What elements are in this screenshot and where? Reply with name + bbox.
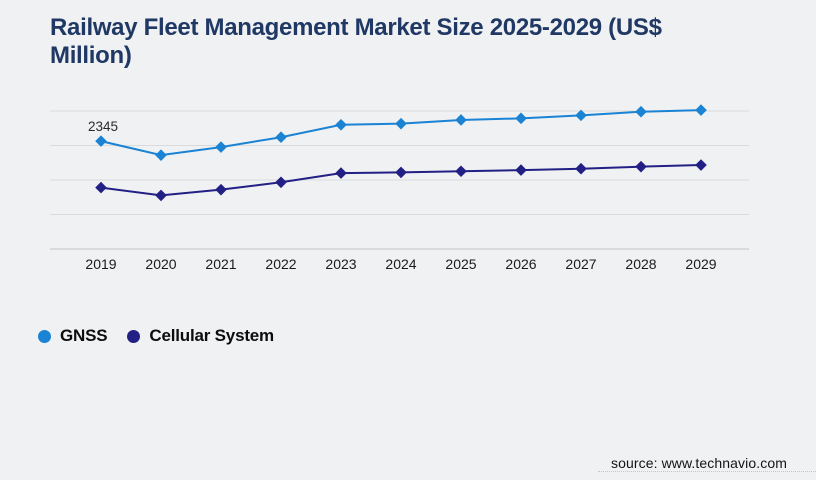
data-point	[635, 105, 647, 118]
data-point	[155, 149, 167, 161]
x-axis-label: 2022	[265, 256, 296, 272]
legend-dot-gnss	[38, 329, 51, 343]
x-axis-label: 2019	[85, 256, 116, 272]
data-point	[695, 159, 707, 171]
data-point	[215, 141, 227, 153]
data-label: 2345	[88, 119, 118, 134]
chart-legend: GNSS Cellular System	[38, 326, 274, 346]
data-point	[95, 181, 107, 194]
series-line-gnss	[100, 109, 702, 157]
chart-title-line2: Million)	[50, 41, 132, 69]
data-point	[335, 119, 347, 131]
x-axis-label: 2029	[685, 256, 716, 272]
x-axis-label: 2027	[565, 256, 596, 272]
x-axis-label: 2023	[325, 256, 356, 272]
data-point	[575, 109, 587, 122]
source-attribution: source: www.technavio.com	[610, 455, 787, 471]
data-point	[395, 117, 407, 130]
x-axis-label: 2024	[385, 256, 416, 272]
data-point	[95, 135, 107, 147]
footer-divider-dotted	[598, 471, 816, 472]
legend-dot-cellular-system	[127, 329, 141, 343]
data-point	[395, 166, 407, 179]
data-point	[695, 104, 707, 116]
data-point	[635, 160, 647, 173]
x-axis-label: 2025	[445, 256, 476, 272]
legend-label-gnss: GNSS	[60, 326, 108, 345]
data-point	[155, 189, 167, 202]
legend-label-cellular-system: Cellular System	[149, 326, 274, 345]
data-point	[275, 176, 287, 189]
x-axis-label: 2020	[145, 256, 176, 272]
x-axis-label: 2021	[205, 256, 236, 272]
data-point	[455, 165, 467, 178]
data-point	[215, 183, 227, 196]
data-point	[455, 114, 467, 126]
legend-item-gnss: GNSS	[38, 326, 108, 346]
data-point	[515, 112, 527, 125]
data-point	[275, 131, 287, 144]
x-axis-label: 2028	[625, 256, 656, 272]
legend-item-cellular-system: Cellular System	[127, 326, 274, 346]
x-axis-label: 2026	[505, 256, 536, 272]
chart-title-line1: Railway Fleet Management Market Size 202…	[50, 14, 662, 41]
data-point	[515, 164, 527, 176]
line-chart: 2019 2020 2021 2022 2023 2024 2025 2026 2027 2028…	[50, 104, 749, 272]
data-point	[335, 167, 347, 179]
data-point	[575, 162, 587, 175]
chart-title: Railway Fleet Management Market Size 202…	[50, 14, 770, 70]
